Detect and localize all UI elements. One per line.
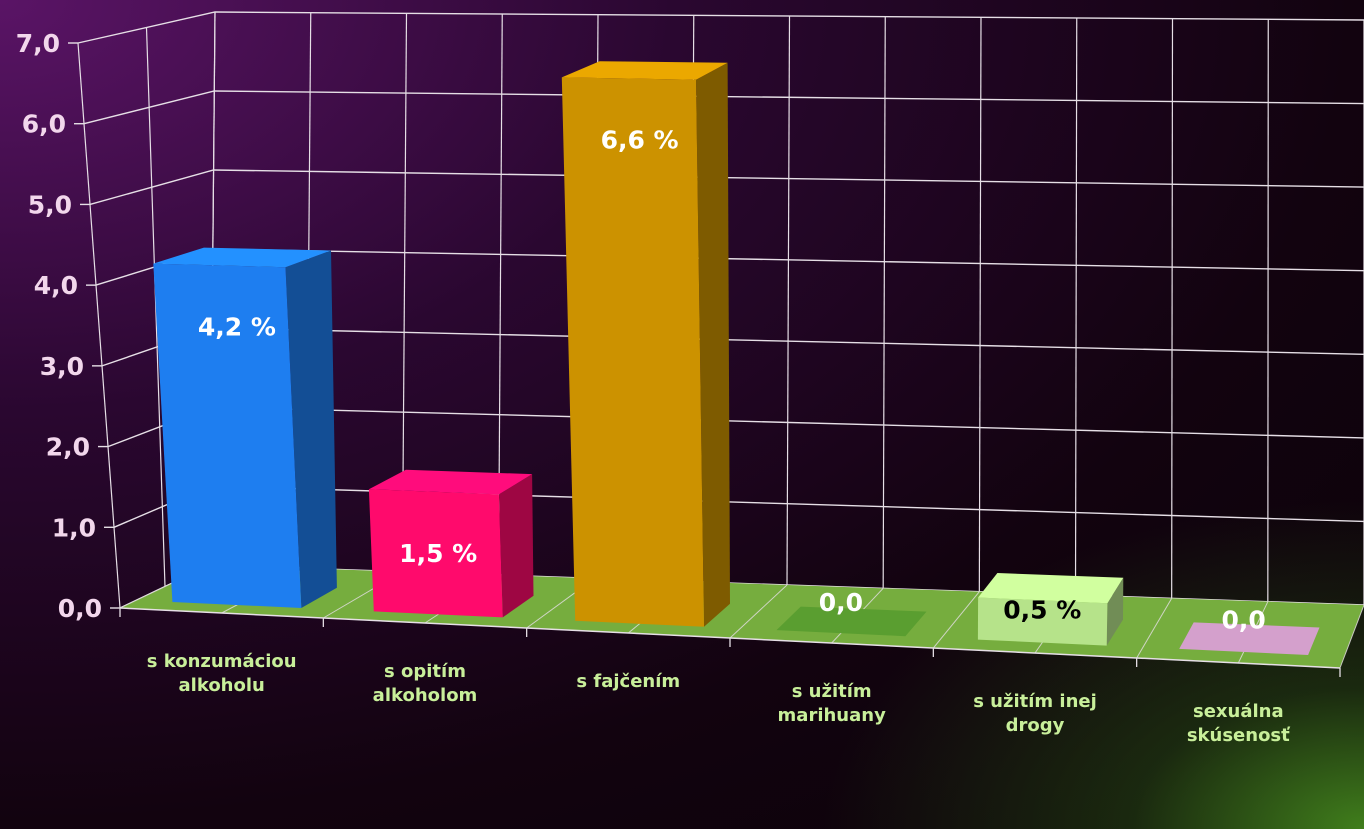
y-tick-label: 6,0: [22, 110, 66, 139]
bar-side: [499, 474, 534, 617]
gridline-v: [979, 17, 981, 591]
data-label: 0,5 %: [1003, 595, 1081, 624]
data-label: 0,0: [819, 588, 863, 617]
y-tick-label: 3,0: [40, 352, 84, 381]
gridline-v: [883, 17, 885, 589]
bar-front: [562, 77, 704, 626]
gridline-h: [78, 12, 1364, 43]
x-tick-label: sexuálna skúsenosť: [1187, 701, 1291, 746]
data-label: 4,2 %: [198, 312, 276, 341]
data-label: 0,0: [1221, 606, 1265, 635]
x-tick-label: s fajčením: [576, 671, 680, 692]
y-tick-label: 5,0: [28, 190, 72, 219]
x-tick-label: s užitím inej drogy: [973, 691, 1097, 736]
data-label: 6,6 %: [601, 126, 679, 155]
bar-1: [153, 248, 337, 608]
y-tick-label: 1,0: [52, 513, 96, 542]
gridline-v: [787, 16, 790, 585]
y-tick-label: 4,0: [34, 271, 78, 300]
chart-bars: [153, 61, 1319, 655]
data-label: 1,5 %: [399, 539, 477, 568]
gridline-v: [1076, 18, 1077, 595]
x-tick-label: s opitím alkoholom: [373, 661, 478, 706]
gridline-v: [1172, 19, 1173, 599]
data-labels: 4,2 % 1,5 % 6,6 % 0,0 0,5 % 0,0: [198, 126, 1266, 635]
y-tick-label: 2,0: [46, 433, 90, 462]
x-tick-label: s konzumáciou alkoholu: [147, 651, 297, 696]
y-tick-label: 0,0: [58, 594, 102, 623]
x-tick-label: s užitím marihuany: [778, 681, 887, 726]
y-tick-label: 7,0: [16, 29, 60, 58]
